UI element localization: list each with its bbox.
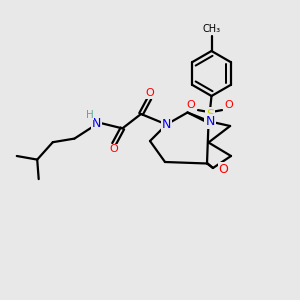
Text: N: N xyxy=(162,118,171,131)
Text: S: S xyxy=(206,107,214,121)
Text: O: O xyxy=(225,100,234,110)
Text: H: H xyxy=(85,110,93,120)
Text: O: O xyxy=(186,100,195,110)
Text: O: O xyxy=(145,88,154,98)
Text: N: N xyxy=(205,115,215,128)
Text: O: O xyxy=(110,144,118,154)
Text: O: O xyxy=(219,163,228,176)
Text: N: N xyxy=(92,116,102,130)
Text: CH₃: CH₃ xyxy=(202,24,220,34)
